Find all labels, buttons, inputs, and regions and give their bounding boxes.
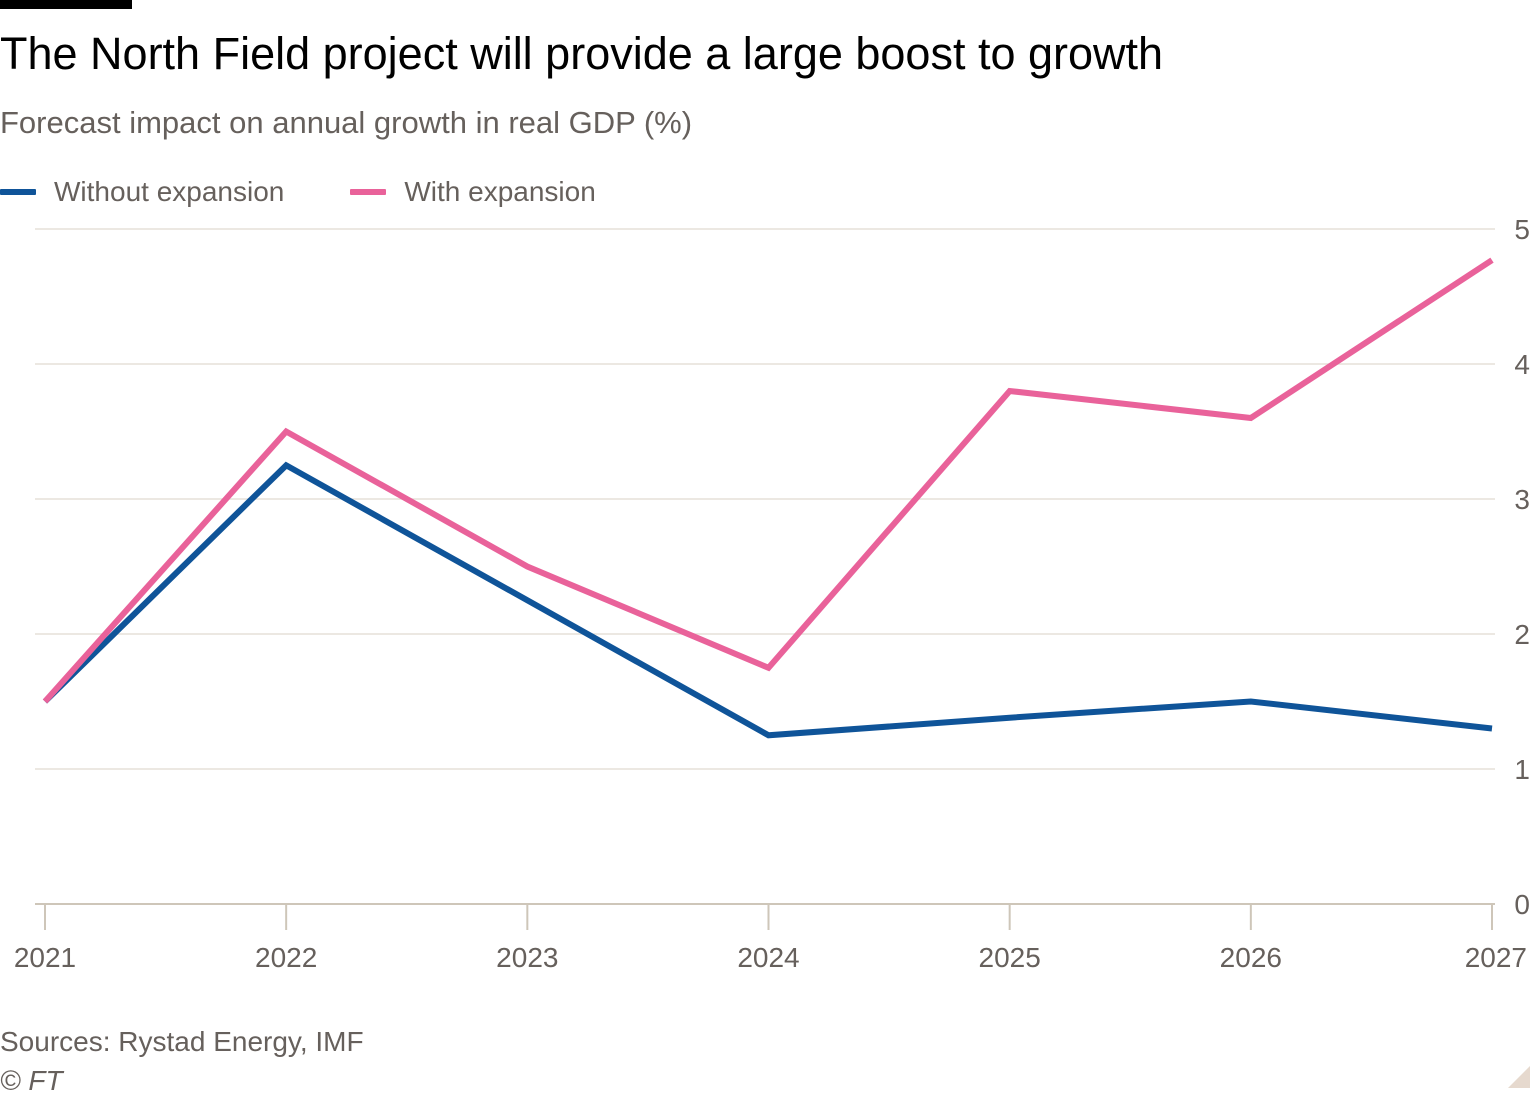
y-tick-label: 2 xyxy=(1514,619,1530,650)
x-tick-label: 2021 xyxy=(14,942,76,973)
brand-bar xyxy=(0,0,132,9)
x-tick-label: 2025 xyxy=(979,942,1041,973)
line-chart: 0 1 2 3 4 5 2021 2022 2023 2024 2025 2026 2027 xyxy=(14,214,1530,973)
series-line-with-expansion xyxy=(42,257,1494,704)
y-tick-label: 5 xyxy=(1514,214,1530,245)
y-tick-label: 0 xyxy=(1514,889,1530,920)
source-note: Sources: Rystad Energy, IMF xyxy=(0,1026,364,1057)
legend-label-without-expansion: Without expansion xyxy=(54,176,285,207)
axis-layer: 0 1 2 3 4 5 2021 2022 2023 2024 2025 2026 2027 xyxy=(14,214,1530,973)
x-tick-label: 2026 xyxy=(1220,942,1282,973)
series-layer xyxy=(42,257,1494,739)
legend-swatch-with-expansion xyxy=(350,189,387,195)
legend-item-without-expansion: Without expansion xyxy=(0,176,284,208)
chart-legend: Without expansion With expansion xyxy=(0,172,662,212)
y-tick-label: 4 xyxy=(1514,349,1530,380)
x-tick-label: 2027 xyxy=(1465,942,1527,973)
x-tick-label: 2022 xyxy=(255,942,317,973)
legend-label-with-expansion: With expansion xyxy=(404,176,596,207)
series-line-without-expansion xyxy=(42,461,1493,739)
y-tick-label: 1 xyxy=(1514,754,1530,785)
corner-mark xyxy=(1508,1066,1530,1088)
x-tick-label: 2023 xyxy=(496,942,558,973)
chart-subtitle: Forecast impact on annual growth in real… xyxy=(0,105,693,140)
chart-title: The North Field project will provide a l… xyxy=(0,28,1164,79)
legend-swatch-without-expansion xyxy=(0,189,36,195)
y-tick-label: 3 xyxy=(1514,484,1530,515)
copyright-note: © FT xyxy=(0,1065,63,1096)
grid-layer xyxy=(35,228,1495,905)
x-tick-label: 2024 xyxy=(737,942,799,973)
legend-item-with-expansion: With expansion xyxy=(350,176,596,208)
